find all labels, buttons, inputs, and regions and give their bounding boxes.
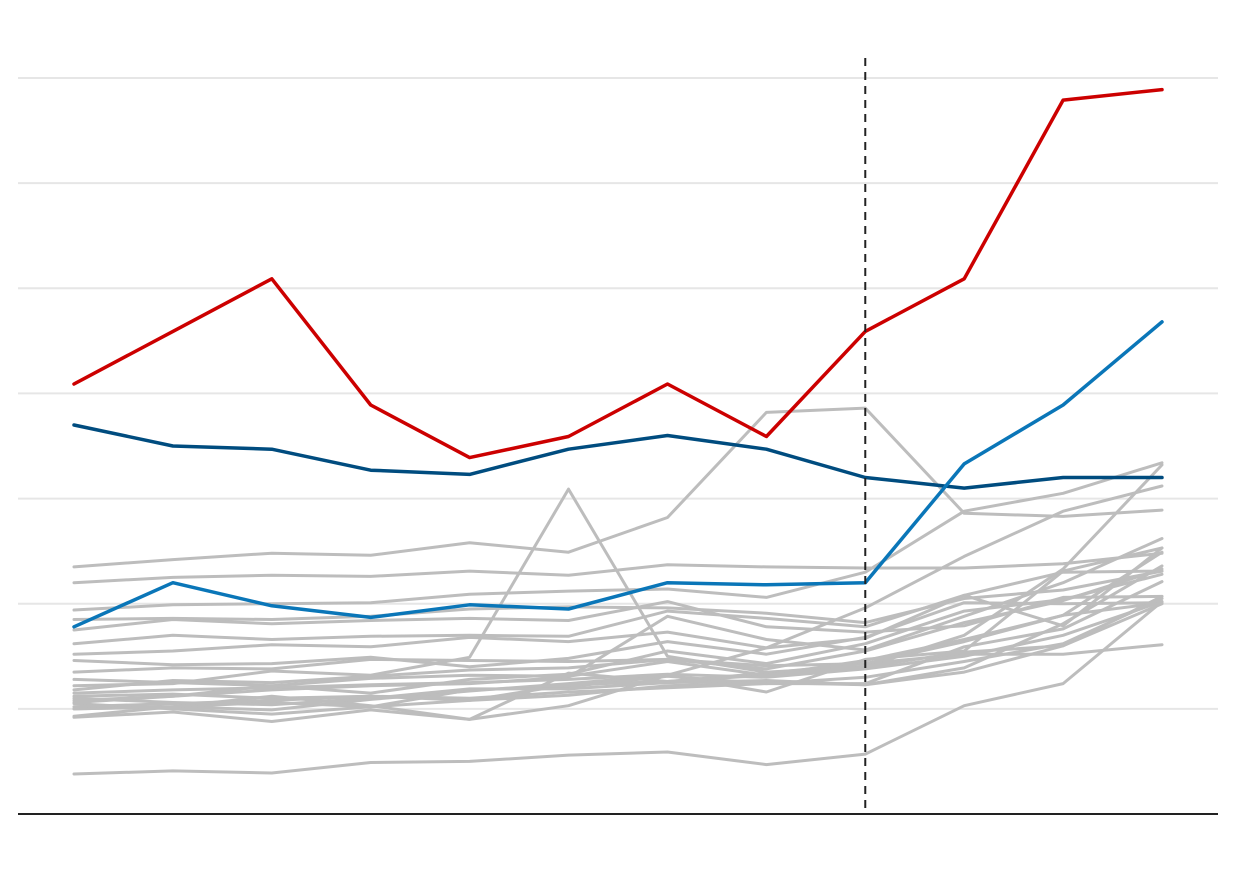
background-series-line [72,601,1164,669]
background-series-group [72,406,1164,776]
highlighted-series-group [72,87,1164,629]
background-series-line [72,564,1164,707]
highlighted-series-line [72,87,1164,460]
background-series-line [72,600,1164,776]
background-series-line [72,484,1164,712]
background-series-line [72,461,1164,612]
background-series-line [72,594,1164,634]
background-series-line [72,569,1164,625]
background-series-line [72,569,1164,656]
background-series-line [72,406,1164,569]
background-series-line [72,572,1164,702]
background-series-line [72,463,1164,688]
background-series-line [72,546,1164,646]
highlighted-series-line [72,423,1164,490]
background-series-line [72,551,1164,585]
background-series-line [72,601,1164,688]
highlighted-series-line [72,320,1164,629]
background-series-line [72,597,1164,709]
background-series-line [72,537,1164,704]
